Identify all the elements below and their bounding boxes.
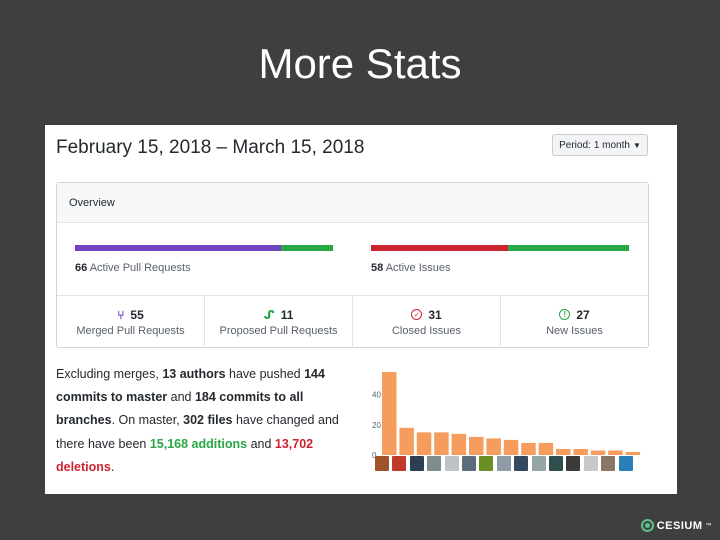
merged-pr-label: Merged Pull Requests — [76, 324, 185, 337]
contributor-bar[interactable] — [469, 436, 484, 455]
contributor-bar[interactable] — [625, 451, 641, 455]
summary-text: and — [247, 436, 275, 451]
avatar[interactable] — [496, 456, 511, 471]
avatar[interactable] — [462, 456, 476, 471]
contributor-bar[interactable] — [556, 448, 571, 455]
stat-new-issues[interactable]: ! 27 New Issues — [501, 296, 648, 348]
active-issues-link[interactable]: 58 Active Issues — [371, 262, 451, 274]
authors-link[interactable]: 13 authors — [162, 367, 226, 381]
summary-text: . — [110, 459, 115, 474]
contributor-bar[interactable] — [399, 427, 414, 455]
pull-requests-bar[interactable] — [75, 245, 333, 251]
y-tick-label: 20 — [372, 421, 381, 430]
avatar[interactable] — [601, 456, 616, 471]
trademark-mark: ™ — [705, 522, 712, 529]
cesium-logo: CESIUM ™ — [640, 519, 712, 532]
new-issues-value: 27 — [576, 307, 590, 322]
proposed-pr-label: Proposed Pull Requests — [219, 324, 338, 337]
git-pull-request-icon: ᔑ — [263, 307, 275, 322]
contributor-bar[interactable] — [608, 450, 623, 455]
closed-issues-value: 31 — [428, 307, 442, 322]
avatar[interactable] — [444, 456, 459, 471]
y-tick-label: 0 — [372, 451, 377, 460]
summary-text: and — [167, 390, 195, 405]
issue-closed-icon: ✓ — [411, 309, 423, 320]
deletions-count: 13,702 deletions — [56, 436, 314, 474]
git-merge-icon: ⑂ — [117, 307, 125, 322]
stat-closed-issues[interactable]: ✓ 31 Closed Issues — [353, 296, 501, 348]
merged-pr-segment — [75, 245, 281, 251]
cesium-logo-text: CESIUM — [656, 519, 703, 532]
contributor-bar[interactable] — [503, 439, 519, 455]
avatar[interactable] — [531, 456, 546, 471]
avatar[interactable] — [514, 456, 529, 471]
contributor-bar[interactable] — [590, 450, 606, 455]
y-tick-label: 40 — [372, 391, 381, 400]
avatar[interactable] — [583, 456, 598, 471]
open-issues-segment — [508, 245, 629, 251]
avatar[interactable] — [392, 456, 407, 471]
avatar[interactable] — [549, 456, 563, 471]
avatar[interactable] — [479, 456, 494, 471]
merged-pr-value: 55 — [130, 307, 144, 322]
contributor-bar[interactable] — [521, 442, 536, 455]
slide-title: More Stats — [258, 40, 462, 87]
contributor-bar[interactable] — [382, 372, 397, 455]
active-pr-text: Active Pull Requests — [89, 262, 191, 274]
active-pull-requests-link[interactable]: 66 Active Pull Requests — [75, 262, 191, 274]
proposed-pr-value: 11 — [280, 307, 294, 322]
period-value: 1 month — [593, 139, 630, 151]
contributor-bar[interactable] — [416, 432, 432, 455]
stats-row: ⑂ 55 Merged Pull Requests ᔑ 11 Proposed … — [57, 295, 648, 348]
stat-merged-prs[interactable]: ⑂ 55 Merged Pull Requests — [57, 296, 205, 348]
closed-issues-label: Closed Issues — [391, 324, 462, 337]
overview-box: Overview 66 Active Pull Requests 58 Acti… — [56, 182, 649, 348]
new-issues-label: New Issues — [546, 324, 603, 337]
files-changed-count: 302 files — [183, 413, 233, 428]
contributors-bar-chart: 0 20 40 — [372, 372, 641, 460]
active-issues-count: 58 — [371, 262, 384, 274]
date-range-heading: February 15, 2018 – March 15, 2018 — [56, 137, 365, 158]
avatar[interactable] — [427, 456, 442, 471]
overview-heading: Overview — [57, 183, 648, 223]
period-label: Period: — [559, 139, 591, 151]
commits-all-link[interactable]: 184 commits to all branches — [56, 390, 304, 428]
closed-issues-segment — [371, 245, 508, 251]
cesium-logo-icon — [640, 519, 654, 532]
stat-proposed-prs[interactable]: ᔑ 11 Proposed Pull Requests — [205, 296, 353, 348]
avatar[interactable] — [566, 456, 581, 471]
summary-text: . On master, — [111, 413, 184, 428]
commits-master-link[interactable]: 144 commits to master — [56, 367, 325, 405]
summary-text: have changed and there have been — [56, 413, 339, 451]
open-pr-segment — [281, 245, 333, 251]
avatar[interactable] — [375, 456, 389, 471]
summary-text: have pushed — [225, 367, 305, 381]
commit-summary: Excluding merges, 13 authors have pushed… — [56, 363, 346, 479]
active-issues-text: Active Issues — [385, 262, 451, 274]
period-dropdown[interactable]: Period: 1 month ▼ — [552, 134, 648, 156]
active-pr-count: 66 — [75, 262, 88, 274]
avatar[interactable] — [618, 456, 633, 471]
issue-opened-icon: ! — [559, 309, 571, 320]
caret-down-icon: ▼ — [632, 140, 641, 150]
avatar[interactable] — [409, 456, 424, 471]
issues-bar[interactable] — [371, 245, 629, 251]
contributor-bar[interactable] — [486, 438, 501, 455]
pulse-panel: February 15, 2018 – March 15, 2018 Perio… — [45, 125, 677, 494]
additions-count: 15,168 additions — [149, 436, 248, 451]
contributor-bar[interactable] — [538, 442, 554, 455]
contributor-bar[interactable] — [451, 433, 467, 455]
contributor-bar[interactable] — [434, 432, 449, 455]
contributor-bar[interactable] — [573, 448, 588, 455]
summary-text: Excluding merges, — [56, 367, 163, 381]
